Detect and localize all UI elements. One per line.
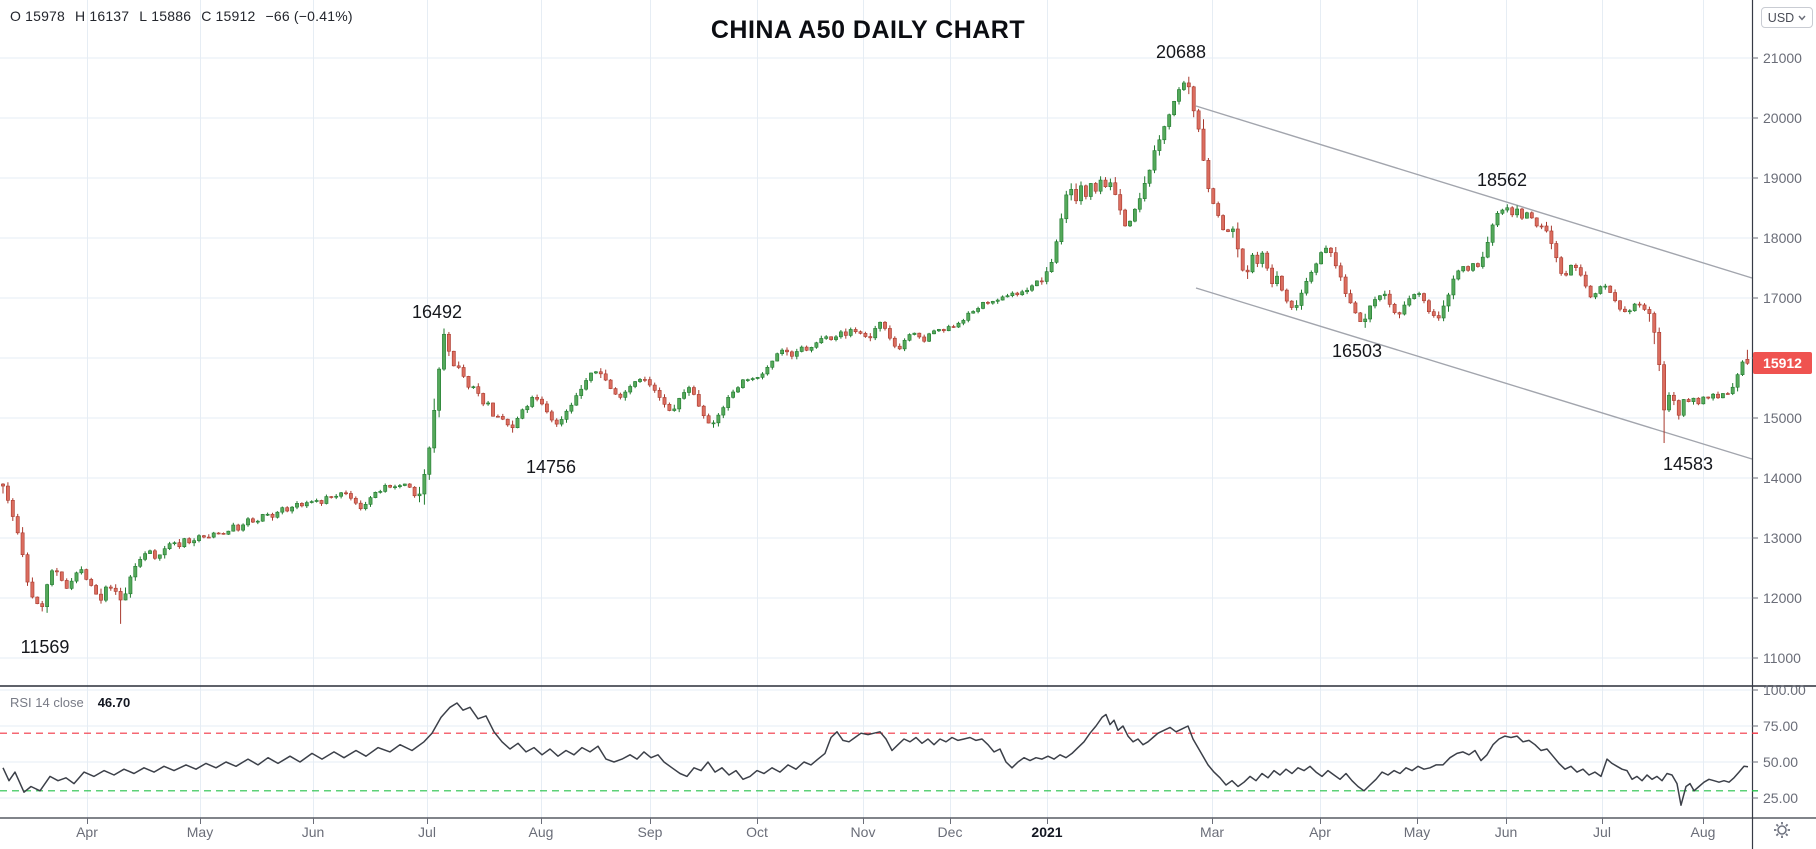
close-value: 15912: [215, 8, 256, 24]
currency-label: USD: [1767, 10, 1795, 25]
svg-text:Jun: Jun: [302, 824, 325, 840]
svg-text:2021: 2021: [1031, 824, 1062, 840]
high-label: H: [75, 8, 86, 24]
svg-text:Mar: Mar: [1200, 824, 1224, 840]
currency-dropdown[interactable]: USD: [1761, 7, 1813, 28]
low-value: 15886: [151, 8, 192, 24]
gridlines: [0, 0, 1752, 818]
timezone-settings-button[interactable]: [1772, 820, 1792, 840]
svg-text:May: May: [187, 824, 213, 840]
price-axis[interactable]: 2100020000190001800017000160001500014000…: [1752, 50, 1806, 806]
price-annotation: 14583: [1663, 454, 1713, 474]
svg-text:Aug: Aug: [1691, 824, 1716, 840]
svg-text:25.00: 25.00: [1763, 790, 1798, 806]
price-annotations: 11569 16492 14756 20688 16503 18562 14583: [21, 42, 1713, 657]
svg-text:Apr: Apr: [76, 824, 98, 840]
svg-text:Jul: Jul: [1593, 824, 1611, 840]
low-label: L: [139, 8, 148, 24]
price-annotation: 16503: [1332, 341, 1382, 361]
svg-text:100.00: 100.00: [1763, 682, 1806, 698]
svg-text:75.00: 75.00: [1763, 718, 1798, 734]
price-annotation: 16492: [412, 302, 462, 322]
svg-text:Sep: Sep: [638, 824, 663, 840]
svg-text:Aug: Aug: [529, 824, 554, 840]
svg-text:11000: 11000: [1763, 650, 1801, 666]
current-price-label: 15912: [1753, 352, 1812, 374]
svg-text:Jul: Jul: [418, 824, 436, 840]
rsi-line: [2, 702, 1749, 806]
time-axis[interactable]: Apr May Jun Jul Aug Sep Oct Nov Dec 2021 Mar Apr May…: [76, 818, 1715, 840]
svg-text:21000: 21000: [1763, 50, 1802, 66]
trend-channel-lines[interactable]: [1195, 105, 1753, 460]
rsi-indicator-label: RSI 14 close: [10, 695, 84, 710]
svg-text:13000: 13000: [1763, 530, 1802, 546]
svg-text:20000: 20000: [1763, 110, 1802, 126]
svg-text:Dec: Dec: [938, 824, 963, 840]
svg-text:Jun: Jun: [1495, 824, 1518, 840]
price-annotation: 20688: [1156, 42, 1206, 62]
svg-text:14000: 14000: [1763, 470, 1802, 486]
rsi-indicator-value: 46.70: [97, 695, 131, 710]
price-annotation: 14756: [526, 457, 576, 477]
open-value: 15978: [25, 8, 66, 24]
svg-text:18000: 18000: [1763, 230, 1802, 246]
price-annotation: 18562: [1477, 170, 1527, 190]
svg-text:17000: 17000: [1763, 290, 1802, 306]
svg-text:19000: 19000: [1763, 170, 1802, 186]
open-label: O: [10, 8, 22, 24]
price-annotation: 11569: [21, 637, 70, 657]
svg-text:Apr: Apr: [1309, 824, 1331, 840]
page-title: CHINA A50 DAILY CHART: [710, 16, 1026, 44]
chevron-down-icon: [1798, 15, 1806, 20]
svg-text:Oct: Oct: [746, 824, 768, 840]
svg-text:Nov: Nov: [851, 824, 876, 840]
close-label: C: [201, 8, 212, 24]
gear-icon: [1774, 822, 1790, 838]
svg-text:15000: 15000: [1763, 410, 1802, 426]
rsi-legend: RSI 14 close 46.70: [10, 695, 130, 710]
svg-text:50.00: 50.00: [1763, 754, 1798, 770]
change-value: −66 (−0.41%): [265, 8, 353, 24]
high-value: 16137: [89, 8, 130, 24]
svg-text:12000: 12000: [1763, 590, 1802, 606]
svg-text:May: May: [1404, 824, 1430, 840]
ohlc-legend: O 15978 H 16137 L 15886 C 15912 −66 (−0.41%): [10, 8, 357, 24]
candlestick-series: [1, 76, 1750, 624]
